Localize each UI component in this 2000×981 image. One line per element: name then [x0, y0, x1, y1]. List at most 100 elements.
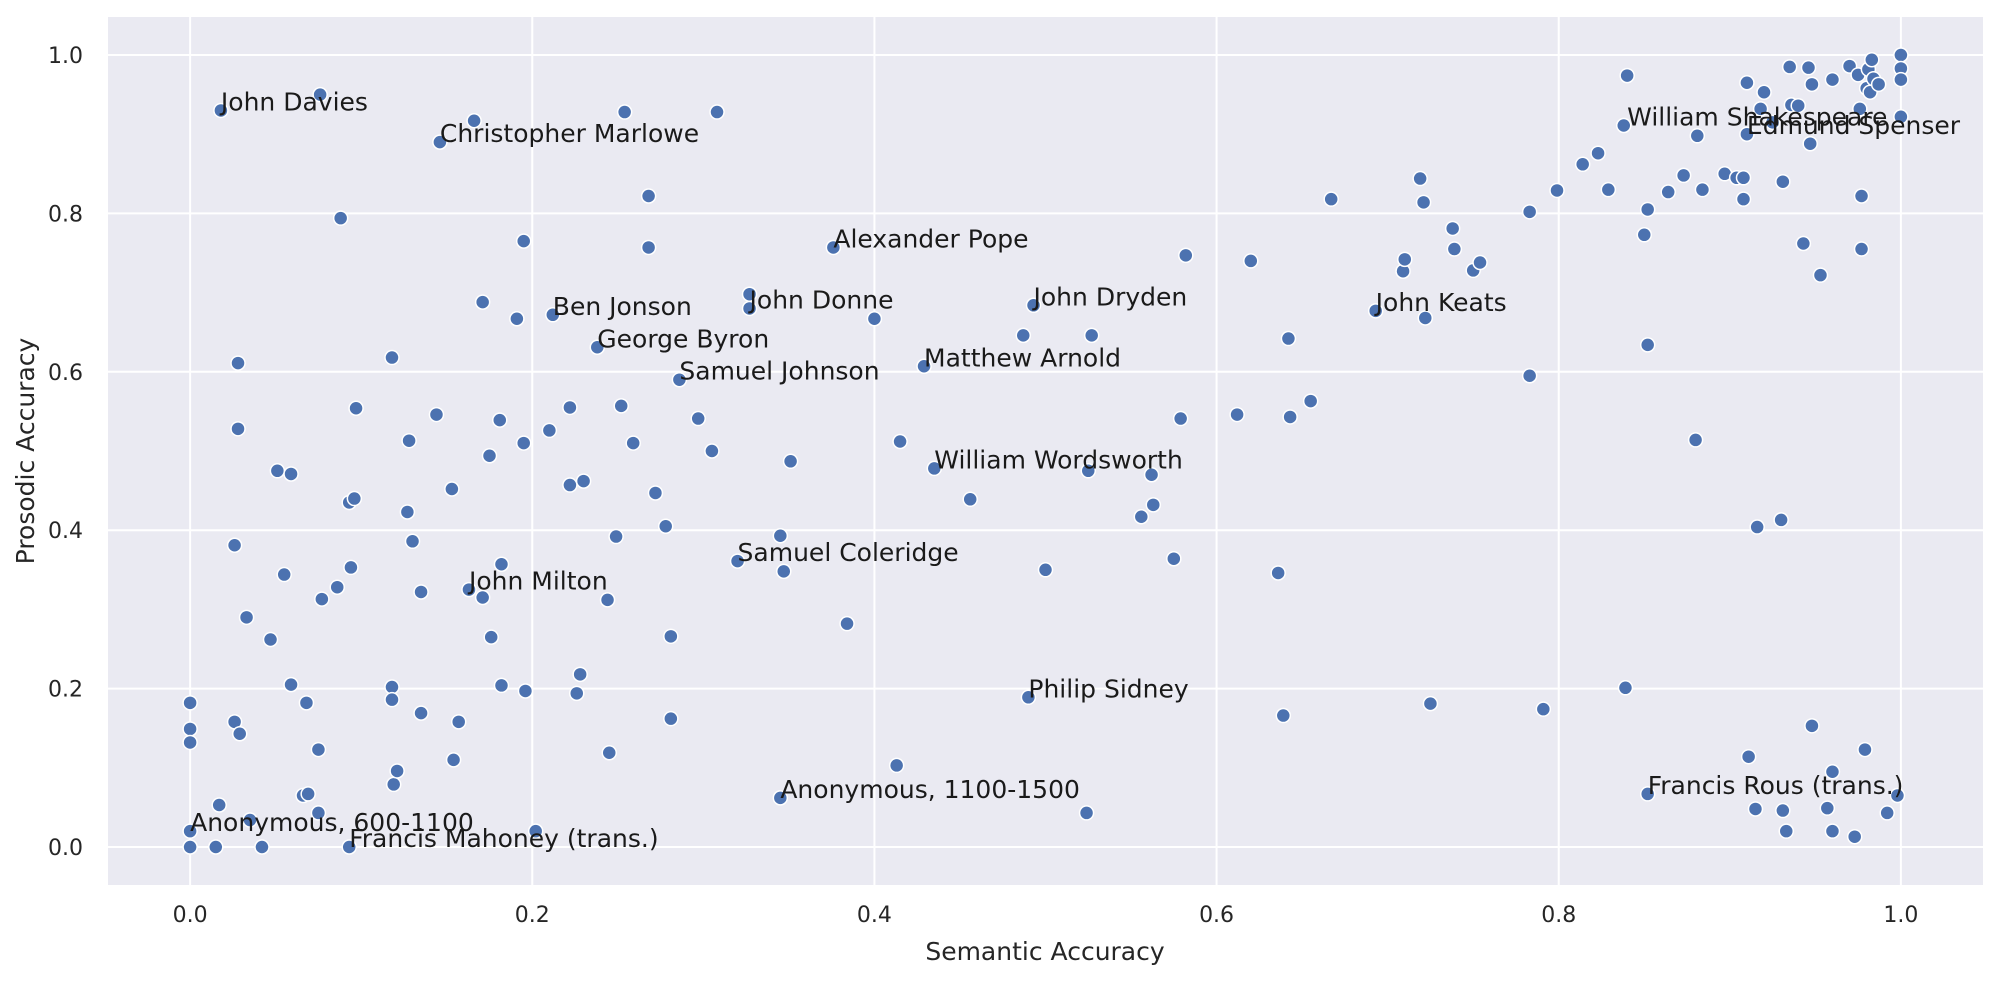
- data-point: [1145, 497, 1162, 513]
- data-point: [709, 104, 725, 120]
- x-axis-ticks: 0.0 0.2 0.4 0.6 0.8 1.0: [173, 903, 1919, 928]
- data-point: [182, 823, 198, 839]
- data-point: [729, 553, 746, 569]
- data-point: [866, 310, 883, 327]
- y-axis-label: Prosodic Accuracy: [11, 337, 40, 564]
- data-point: [1857, 741, 1873, 758]
- data-point: [1639, 337, 1656, 353]
- data-point: [1166, 550, 1182, 567]
- data-point: [1804, 76, 1820, 93]
- point-annotation: John Dryden: [1032, 282, 1188, 311]
- data-point: [825, 239, 842, 256]
- data-point: [1739, 74, 1755, 91]
- data-point: [329, 579, 345, 595]
- data-point: [1417, 310, 1434, 326]
- data-point: [384, 349, 400, 366]
- data-point: [182, 734, 198, 751]
- data-point: [310, 741, 327, 758]
- data-point: [450, 714, 467, 730]
- point-annotation: Christopher Marlowe: [440, 119, 699, 148]
- data-point: [1178, 247, 1194, 264]
- data-point: [545, 307, 561, 323]
- data-point: [1078, 805, 1095, 821]
- data-point: [1764, 114, 1781, 131]
- data-point: [640, 188, 657, 204]
- data-point: [663, 628, 679, 645]
- data-point: [348, 400, 364, 416]
- data-point: [182, 839, 198, 855]
- data-point: [690, 410, 706, 427]
- data-point: [926, 460, 943, 477]
- data-point: [1574, 156, 1591, 173]
- data-point: [1824, 763, 1841, 780]
- y-tick-label: 1.0: [48, 44, 83, 69]
- data-point: [1397, 251, 1413, 268]
- data-point: [1735, 170, 1752, 186]
- data-point: [782, 453, 799, 470]
- data-point: [1367, 303, 1384, 319]
- x-axis-label: Semantic Accuracy: [925, 937, 1165, 966]
- data-point: [208, 839, 224, 855]
- data-point: [1800, 59, 1817, 76]
- data-point: [213, 102, 229, 119]
- data-point: [182, 721, 198, 737]
- data-point: [283, 466, 299, 482]
- data-point: [1415, 194, 1432, 211]
- data-point: [892, 433, 908, 450]
- data-point: [269, 463, 286, 479]
- data-point: [772, 527, 789, 544]
- data-point: [312, 86, 328, 103]
- data-point: [515, 233, 532, 249]
- data-point: [254, 839, 270, 855]
- data-point: [1790, 97, 1806, 114]
- data-point: [1689, 128, 1706, 144]
- data-point: [389, 763, 405, 779]
- data-point: [428, 406, 445, 423]
- point-annotation: Alexander Pope: [833, 224, 1028, 253]
- data-point: [704, 443, 720, 459]
- point-annotation: Anonymous, 1100-1500: [780, 775, 1080, 804]
- data-point: [772, 790, 789, 806]
- data-point: [1270, 565, 1286, 581]
- data-point: [589, 339, 606, 356]
- data-point: [1037, 562, 1054, 578]
- data-point: [1775, 173, 1791, 190]
- data-point: [1412, 170, 1428, 187]
- data-point: [1864, 52, 1880, 68]
- data-point: [1639, 786, 1656, 802]
- y-tick-label: 0.0: [48, 836, 83, 861]
- data-point: [575, 473, 592, 489]
- data-point: [1302, 393, 1319, 409]
- data-point: [483, 629, 499, 645]
- plot-area: [108, 17, 1983, 885]
- data-point: [332, 210, 349, 226]
- data-point: [1852, 101, 1868, 117]
- data-point: [401, 432, 417, 449]
- data-point: [1812, 267, 1829, 283]
- data-point: [1687, 432, 1704, 448]
- data-point: [230, 421, 246, 437]
- data-point: [413, 584, 429, 600]
- data-point: [1535, 701, 1552, 717]
- point-annotation: Samuel Coleridge: [738, 538, 959, 567]
- data-point: [230, 355, 246, 371]
- data-point: [1749, 519, 1765, 535]
- data-point: [1804, 718, 1820, 734]
- data-point: [1853, 241, 1870, 257]
- data-point: [1846, 828, 1863, 845]
- data-point: [384, 691, 400, 708]
- data-point: [1472, 254, 1488, 271]
- data-point: [916, 358, 932, 375]
- data-point: [572, 666, 588, 683]
- data-point: [1740, 748, 1757, 765]
- data-point: [238, 609, 255, 626]
- point-annotation: John Davies: [219, 87, 368, 116]
- data-point: [1590, 145, 1606, 161]
- data-point: [1015, 327, 1032, 344]
- x-tick-label: 0.8: [1541, 903, 1576, 928]
- point-annotation: Matthew Arnold: [924, 343, 1121, 372]
- data-point: [283, 676, 299, 693]
- data-point: [231, 725, 248, 742]
- data-point: [346, 490, 363, 507]
